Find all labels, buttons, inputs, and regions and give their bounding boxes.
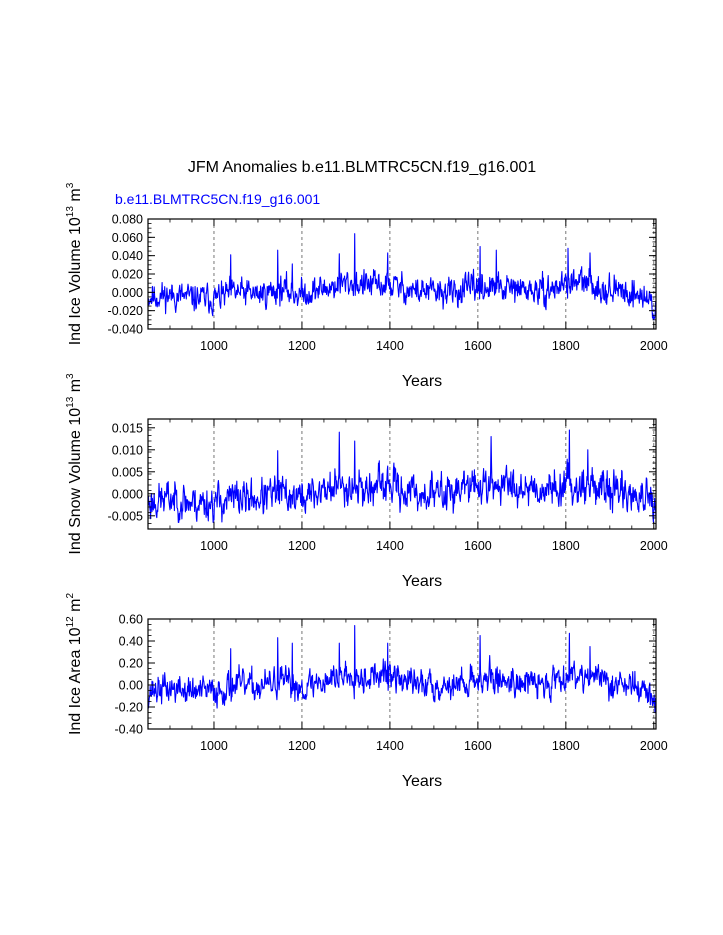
series-line [147, 429, 657, 523]
x-axis-label: Years [402, 573, 442, 590]
y-tick-label: -0.005 [108, 509, 143, 523]
x-tick-label: 1200 [288, 339, 316, 353]
x-tick-label: 1200 [288, 539, 316, 553]
y-tick-label: 0.005 [112, 465, 143, 479]
x-tick-label: 2000 [640, 339, 668, 353]
y-tick-label: 0.060 [112, 231, 143, 245]
chart-panel-1: -0.040 -0.020 0.000 0.020 0.040 0.060 0.080 100… [65, 182, 668, 390]
y-axis-label-text: m [67, 379, 84, 397]
x-tick-label: 2000 [640, 539, 668, 553]
x-tick-label: 1000 [200, 339, 228, 353]
figure-title: JFM Anomalies b.e11.BLMTRC5CN.f19_g16.00… [188, 159, 536, 176]
y-axis-label-text: Ind Ice Volume 10 [67, 217, 84, 345]
y-axis-label-superscript: 3 [65, 182, 76, 188]
y-tick-label: 0.000 [112, 487, 143, 501]
y-axis-label-text: Ind Ice Area 10 [67, 627, 84, 735]
x-tick-label: 1000 [200, 739, 228, 753]
x-axis-label: Years [402, 773, 442, 790]
y-axis-label-superscript: 2 [65, 593, 76, 599]
y-axis-label: Ind Ice Volume 1013 m3 [65, 182, 84, 345]
y-axis-label-superscript: 12 [65, 616, 76, 628]
y-axis-label-text: Ind Snow Volume 10 [67, 408, 84, 555]
y-axis-label-superscript: 13 [65, 206, 76, 218]
case-label: b.e11.BLMTRC5CN.f19_g16.001 [115, 191, 320, 207]
x-tick-label: 1600 [464, 739, 492, 753]
y-tick-label: -0.040 [108, 323, 143, 337]
y-tick-label: 0.20 [119, 657, 143, 671]
y-tick-label: 0.40 [119, 635, 143, 649]
x-tick-label: 1800 [552, 339, 580, 353]
x-tick-label: 1400 [376, 339, 404, 353]
y-tick-label: 0.60 [119, 613, 143, 627]
x-tick-label: 1800 [552, 539, 580, 553]
y-axis-label: Ind Snow Volume 1013 m3 [65, 373, 84, 555]
x-tick-label: 2000 [640, 739, 668, 753]
x-tick-label: 1600 [464, 339, 492, 353]
y-tick-label: -0.20 [115, 701, 144, 715]
x-tick-label: 1200 [288, 739, 316, 753]
y-axis-label-superscript: 13 [65, 396, 76, 408]
y-tick-label: 0.010 [112, 443, 143, 457]
y-tick-label: 0.015 [112, 421, 143, 435]
chart-panel-2: -0.005 0.000 0.005 0.010 0.015 1000 1200 1400 16… [65, 373, 668, 590]
y-axis-label-text: m [67, 188, 84, 206]
y-axis-label-text: m [67, 599, 84, 617]
y-tick-label: -0.020 [108, 304, 143, 318]
chart-panel-3: -0.40 -0.20 0.00 0.20 0.40 0.60 1000 1200 1400 16… [65, 593, 668, 790]
y-tick-label: 0.00 [119, 679, 143, 693]
y-tick-label: 0.000 [112, 286, 143, 300]
x-tick-label: 1600 [464, 539, 492, 553]
y-tick-label: 0.040 [112, 249, 143, 263]
series-line [147, 625, 657, 714]
y-axis-label: Ind Ice Area 1012 m2 [65, 593, 84, 736]
y-tick-label: 0.080 [112, 213, 143, 227]
y-axis-label-superscript: 3 [65, 373, 76, 379]
x-axis-label: Years [402, 373, 442, 390]
x-tick-label: 1400 [376, 739, 404, 753]
y-tick-label: 0.020 [112, 268, 143, 282]
x-tick-label: 1000 [200, 539, 228, 553]
series-line [147, 233, 657, 321]
x-tick-label: 1400 [376, 539, 404, 553]
y-tick-label: -0.40 [115, 723, 144, 737]
x-tick-label: 1800 [552, 739, 580, 753]
panels: -0.040 -0.020 0.000 0.020 0.040 0.060 0.080 100… [65, 182, 668, 790]
